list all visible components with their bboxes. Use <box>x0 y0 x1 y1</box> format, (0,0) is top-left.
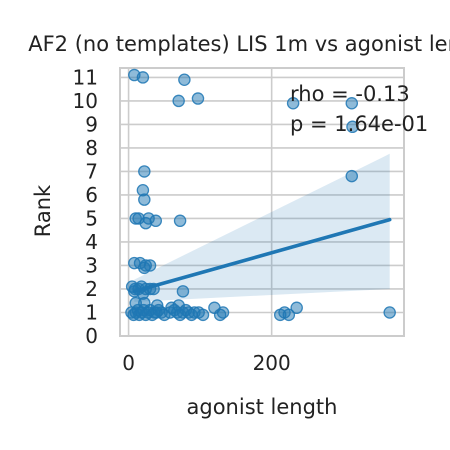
y-tick-label-0: 0 <box>85 324 98 348</box>
y-tick-label-7: 7 <box>85 159 98 183</box>
data-point-5 <box>286 97 300 110</box>
plot-area <box>119 67 405 337</box>
x-tick-label-200: 200 <box>253 351 291 375</box>
data-point-70 <box>150 299 164 312</box>
data-point-17 <box>139 216 153 230</box>
data-point-4 <box>191 92 205 105</box>
y-tick-label-6: 6 <box>85 183 98 207</box>
grid-layer <box>120 68 404 337</box>
y-tick-label-5: 5 <box>85 206 98 230</box>
data-point-9 <box>345 169 359 183</box>
data-point-67 <box>383 306 396 319</box>
y-tick-label-11: 11 <box>73 65 98 89</box>
data-point-15 <box>149 214 163 228</box>
confidence-band <box>134 153 390 302</box>
y-tick-label-9: 9 <box>85 112 98 136</box>
data-point-62 <box>216 306 230 319</box>
data-point-8 <box>138 165 151 178</box>
data-point-11 <box>138 193 151 206</box>
data-point-16 <box>173 214 187 228</box>
regression-line-layer <box>132 217 392 294</box>
data-point-6 <box>345 97 359 110</box>
data-point-72 <box>172 299 185 312</box>
y-axis-title: Rank <box>31 184 55 237</box>
data-point-22 <box>138 261 151 275</box>
data-point-3 <box>172 94 185 108</box>
data-point-7 <box>346 120 359 134</box>
y-tick-label-1: 1 <box>85 300 98 324</box>
x-tick-label-0: 0 <box>122 351 135 375</box>
data-point-69 <box>138 296 151 310</box>
y-tick-label-3: 3 <box>85 253 98 277</box>
data-point-59 <box>196 308 210 322</box>
confidence-band-layer <box>134 153 390 302</box>
point-layer <box>125 68 396 322</box>
data-point-2 <box>178 73 191 87</box>
chart-title: AF2 (no templates) LIS 1m vs agonist len… <box>28 32 450 56</box>
y-tick-label-4: 4 <box>85 230 98 254</box>
data-point-65 <box>282 308 296 322</box>
data-point-30 <box>176 285 190 298</box>
regression-line <box>132 217 392 294</box>
y-tick-label-10: 10 <box>73 89 98 113</box>
data-point-66 <box>290 301 303 315</box>
p-value-annotation: p = 1.64e-01 <box>290 112 428 136</box>
y-tick-label-2: 2 <box>85 277 98 301</box>
data-point-1 <box>136 71 150 84</box>
x-axis-title: agonist length <box>187 395 338 419</box>
y-tick-label-8: 8 <box>85 136 98 160</box>
rho-annotation: rho = -0.13 <box>290 82 410 106</box>
